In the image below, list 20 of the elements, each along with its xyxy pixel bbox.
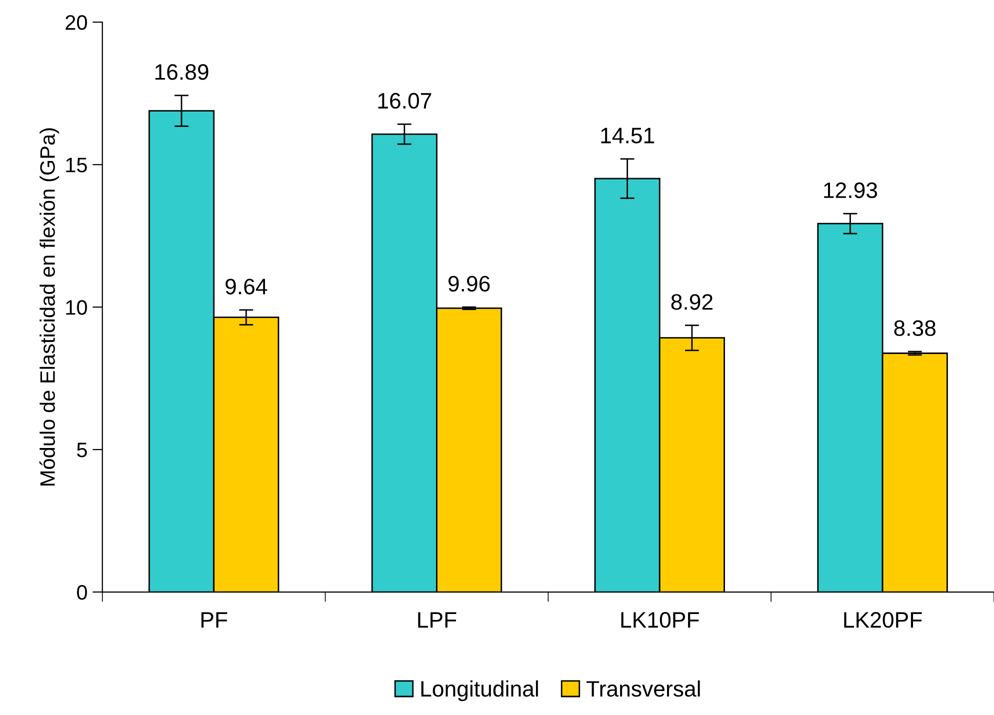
data-label: 14.51 [601, 128, 654, 144]
y-tick-label: 20 [66, 15, 87, 30]
legend-label: Transversal [586, 680, 700, 697]
y-tick-label: 5 [77, 442, 87, 458]
data-label: 12.93 [824, 182, 878, 198]
data-label: 16.07 [378, 92, 432, 109]
y-tick-label: 0 [77, 585, 87, 600]
x-tick-label: LK20PF [844, 612, 922, 628]
data-label: 9.64 [226, 278, 268, 294]
data-label: 8.92 [671, 294, 712, 310]
y-axis-title: Módulo de Elasticidad en flexión (GPa) [39, 128, 60, 486]
data-label: 16.89 [155, 64, 208, 80]
data-label: 9.96 [448, 276, 490, 292]
x-tick-label: PF [201, 612, 228, 628]
y-tick-label: 10 [66, 300, 87, 315]
x-tick-label: LPF [418, 612, 456, 628]
y-tick-label: 15 [66, 158, 87, 172]
data-label: 8.38 [894, 320, 936, 336]
legend-label: Longitudinal [421, 680, 538, 702]
x-tick-label: LK10PF [621, 612, 699, 628]
